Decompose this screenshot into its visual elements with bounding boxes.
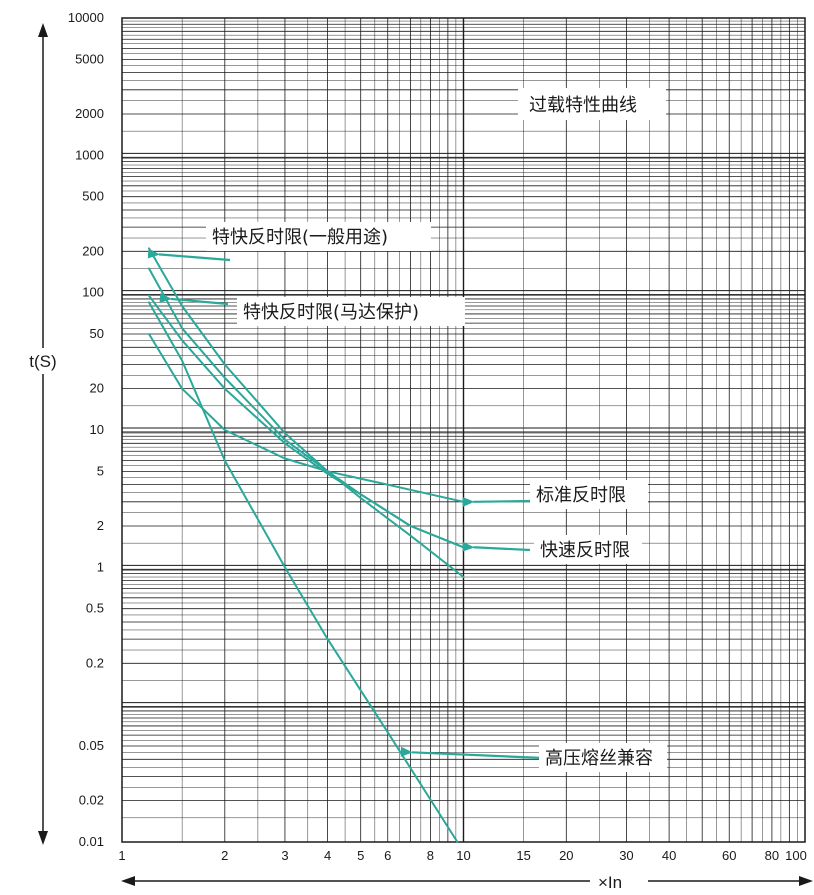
y-tick-labels: 0.01 0.02 0.05 0.2 0.5 1 2 5 10 20 50 100 200 500 1000…: [68, 10, 104, 849]
y-tick-label: 200: [82, 243, 104, 258]
annotation-arrow: [462, 541, 531, 552]
annotation-backdrop: [206, 222, 431, 251]
annotation-arrow: [400, 746, 544, 760]
annotation-label: 高压熔丝兼容: [545, 748, 653, 769]
annotation-arrow: [147, 248, 231, 262]
title-backdrop: [518, 88, 666, 120]
series-group: [148, 247, 465, 843]
y-tick-label: 5: [97, 463, 104, 478]
x-axis-label: ×In: [598, 873, 622, 892]
x-tick-label: 60: [722, 848, 736, 863]
grid-major: [122, 18, 805, 842]
annotation-arrow: [159, 293, 229, 306]
x-tick-label: 8: [427, 848, 434, 863]
x-tick-label: 30: [619, 848, 633, 863]
x-tick-label: 2: [221, 848, 228, 863]
series-line: [148, 267, 465, 549]
y-tick-label: 2: [97, 518, 104, 533]
annotation: 快速反时限: [462, 535, 642, 564]
x-tick-label: 15: [516, 848, 530, 863]
x-tick-label: 4: [324, 848, 331, 863]
x-label-backdrop: [590, 868, 648, 895]
annotation-label: 特快反时限(马达保护): [243, 302, 419, 323]
y-tick-label: 5000: [75, 51, 104, 66]
y-axis-label: t(S): [29, 352, 56, 371]
y-tick-label: 2000: [75, 106, 104, 121]
x-tick-label: 10: [456, 848, 470, 863]
y-tick-label: 50: [90, 326, 104, 341]
annotation-backdrop: [237, 297, 465, 326]
x-tick-label: 80: [765, 848, 779, 863]
y-tick-label: 100: [82, 285, 104, 300]
y-tick-label: 0.05: [79, 738, 104, 753]
x-tick-label: 40: [662, 848, 676, 863]
y-tick-label: 0.2: [86, 655, 104, 670]
x-tick-label: 20: [559, 848, 573, 863]
y-tick-label: 1000: [75, 147, 104, 162]
series-line: [148, 333, 465, 503]
annotation-backdrop: [539, 743, 667, 772]
y-tick-label: 1: [97, 559, 104, 574]
y-tick-label: 10: [90, 422, 104, 437]
annotation-backdrop: [530, 480, 648, 509]
y-tick-label: 0.01: [79, 834, 104, 849]
annotation-backdrop: [534, 535, 642, 564]
plot-area: [121, 17, 806, 843]
annotation-label: 快速反时限: [540, 540, 630, 561]
chart-title-box: 过载特性曲线: [518, 88, 666, 120]
annotation-arrow: [462, 496, 531, 507]
x-tick-label: 100: [785, 848, 807, 863]
annotation-label: 标准反时限: [536, 485, 626, 506]
series-line: [148, 301, 459, 843]
annotation: 特快反时限(一般用途): [147, 222, 431, 262]
chart-title: 过载特性曲线: [529, 95, 637, 116]
annotation-label: 特快反时限(一般用途): [212, 227, 388, 248]
y-tick-label: 20: [90, 381, 104, 396]
x-tick-label: 6: [384, 848, 391, 863]
x-tick-label: 3: [281, 848, 288, 863]
y-tick-label: 0.02: [79, 793, 104, 808]
annotation: 特快反时限(马达保护): [159, 293, 465, 326]
y-tick-label: 10000: [68, 10, 104, 25]
series-line: [148, 247, 465, 578]
y-label-backdrop: [22, 348, 66, 374]
y-tick-label: 500: [82, 189, 104, 204]
y-tick-label: 0.5: [86, 601, 104, 616]
x-tick-labels: 1 2 3 4 5 6 8 10 15 20 30 40 60 80 100: [118, 848, 806, 863]
x-tick-label: 5: [357, 848, 364, 863]
x-tick-label: 1: [118, 848, 125, 863]
annotation: 高压熔丝兼容: [400, 743, 667, 772]
annotation: 标准反时限: [462, 480, 648, 509]
